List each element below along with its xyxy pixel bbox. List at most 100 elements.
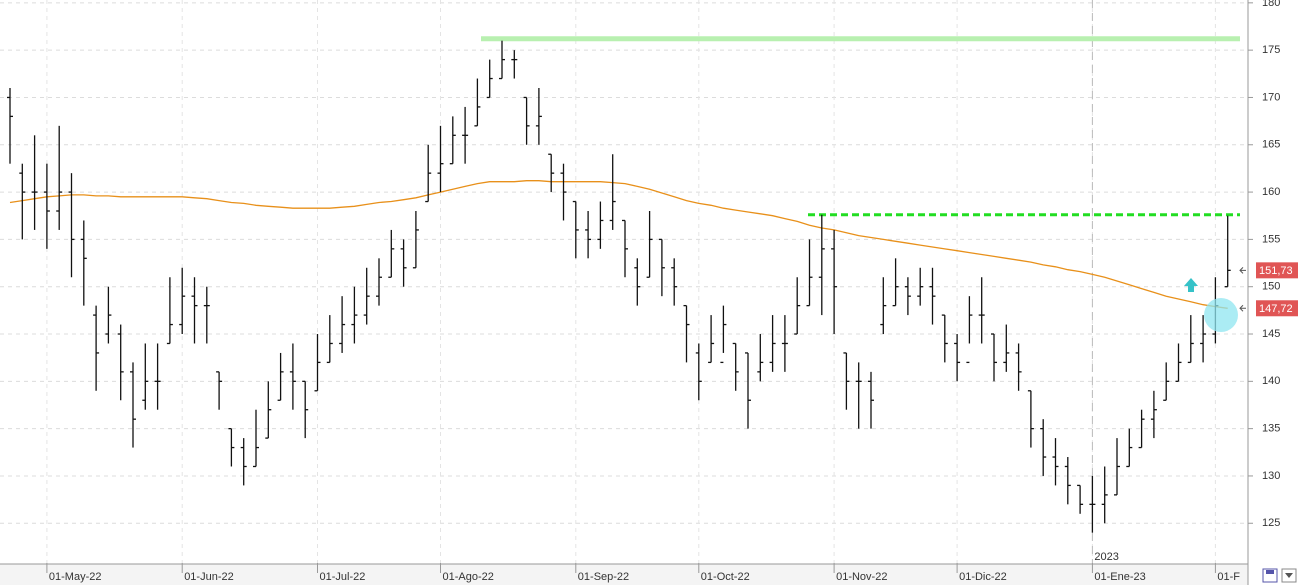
ohlc-bar <box>93 305 100 391</box>
ohlc-bar <box>855 362 862 429</box>
x-tick-label: 01-Nov-22 <box>836 571 887 583</box>
ohlc-bar <box>1138 409 1145 449</box>
ohlc-bar <box>818 214 825 316</box>
ohlc-bar <box>142 343 149 410</box>
toolbar <box>1262 568 1297 583</box>
ohlc-bar <box>523 96 530 145</box>
ohlc-bar <box>1187 315 1194 364</box>
ohlc-bar <box>1077 484 1084 514</box>
ohlc-bar <box>781 315 788 372</box>
ohlc-bar <box>253 409 259 468</box>
ohlc-bar <box>1114 438 1120 496</box>
ohlc-bar <box>966 296 973 364</box>
ohlc-bar <box>757 334 764 382</box>
ohlc-bar <box>941 314 948 363</box>
y-tick-label: 170 <box>1262 91 1280 103</box>
y-tick-label: 130 <box>1262 470 1280 482</box>
y-tick-label: 155 <box>1262 233 1280 245</box>
ohlc-bar <box>1040 419 1047 476</box>
y-tick-label: 175 <box>1262 44 1280 56</box>
ohlc-bar <box>203 286 210 344</box>
ohlc-bar <box>56 125 63 230</box>
x-tick-label: 01-Dic-22 <box>959 571 1007 583</box>
ohlc-bar <box>560 163 567 221</box>
ohlc-bar <box>1003 324 1010 372</box>
ohlc-bar <box>80 220 87 306</box>
x-tick-label: 01-Ago-22 <box>443 571 494 583</box>
x-tick-label: 01-F <box>1217 571 1240 583</box>
ohlc-bar <box>511 50 518 79</box>
x-tick-label: 01-Jul-22 <box>320 571 366 583</box>
ohlc-bar <box>1175 343 1182 382</box>
ohlc-bar <box>7 87 13 164</box>
ohlc-bar <box>622 219 628 278</box>
ohlc-bar <box>1126 428 1133 468</box>
x-tick-label: 01-Sep-22 <box>578 571 629 583</box>
ohlc-bar <box>671 258 678 306</box>
ohlc-bar <box>376 258 382 306</box>
save-icon <box>1266 570 1274 574</box>
ohlc-bar <box>31 135 38 230</box>
ohlc-bar <box>302 380 309 439</box>
ohlc-bar <box>130 362 136 448</box>
ohlc-bar <box>43 163 50 249</box>
ohlc-bar <box>806 239 813 307</box>
ohlc-bar <box>425 144 432 203</box>
ohlc-bar <box>1064 457 1071 505</box>
ohlc-bar <box>240 438 247 486</box>
ohlc-bar <box>117 324 124 401</box>
ohlc-bar <box>363 267 370 325</box>
ohlc-bar <box>449 116 456 165</box>
menu-icon <box>1285 573 1293 578</box>
price-label-bg <box>1256 262 1298 279</box>
ohlc-bar <box>954 334 961 382</box>
price-label: 151,73 <box>1259 265 1293 277</box>
ohlc-bar <box>1027 390 1034 448</box>
y-tick-label: 135 <box>1262 423 1280 435</box>
ohlc-bar <box>978 277 985 344</box>
x-tick-label: 01-Jun-22 <box>184 571 234 583</box>
y-tick-label: 145 <box>1262 328 1280 340</box>
moving-average <box>9 180 1228 309</box>
ohlc-bar <box>769 315 776 372</box>
ohlc-bar <box>609 154 616 230</box>
ohlc-bar <box>880 277 887 335</box>
price-label-bg <box>1256 300 1298 317</box>
ohlc-bar <box>277 352 284 401</box>
ohlc-bar <box>400 239 407 287</box>
ohlc-bar <box>228 427 235 467</box>
y-tick-label: 160 <box>1262 186 1280 198</box>
price-pointer <box>1239 304 1246 312</box>
ohlc-bar <box>1052 438 1059 486</box>
ohlc-bar <box>745 352 751 429</box>
ohlc-bar <box>216 371 223 410</box>
ohlc-bar <box>892 258 899 307</box>
ohlc-bar <box>831 229 838 335</box>
ohlc-bar <box>535 87 542 145</box>
ohlc-bar <box>499 40 505 80</box>
ohlc-bar <box>265 381 272 439</box>
ohlc-bar <box>904 277 911 316</box>
ohlc-bar <box>917 267 924 306</box>
ohlc-bar <box>1150 390 1157 439</box>
ohlc-bar <box>585 211 592 259</box>
ohlc-bar <box>868 371 874 429</box>
ohlc-bar <box>1163 362 1170 401</box>
ohlc-bar <box>658 238 665 297</box>
ohlc-bar <box>314 334 321 392</box>
ohlc-bar <box>412 211 419 269</box>
ohlc-bar <box>166 277 173 345</box>
price-label: 147,72 <box>1259 303 1293 315</box>
y-tick-label: 180 <box>1262 0 1280 9</box>
ohlc-bar <box>19 163 26 240</box>
ohlc-bar <box>486 59 493 99</box>
x-axis-band <box>0 564 1248 585</box>
ohlc-bar <box>1015 343 1022 391</box>
ohlc-bar <box>794 277 801 335</box>
ohlc-bar <box>351 286 358 344</box>
ohlc-bar <box>695 343 702 401</box>
x-tick-label: 01-Ene-23 <box>1094 571 1145 583</box>
ohlc-bar <box>646 211 653 278</box>
y-tick-label: 125 <box>1262 517 1280 529</box>
